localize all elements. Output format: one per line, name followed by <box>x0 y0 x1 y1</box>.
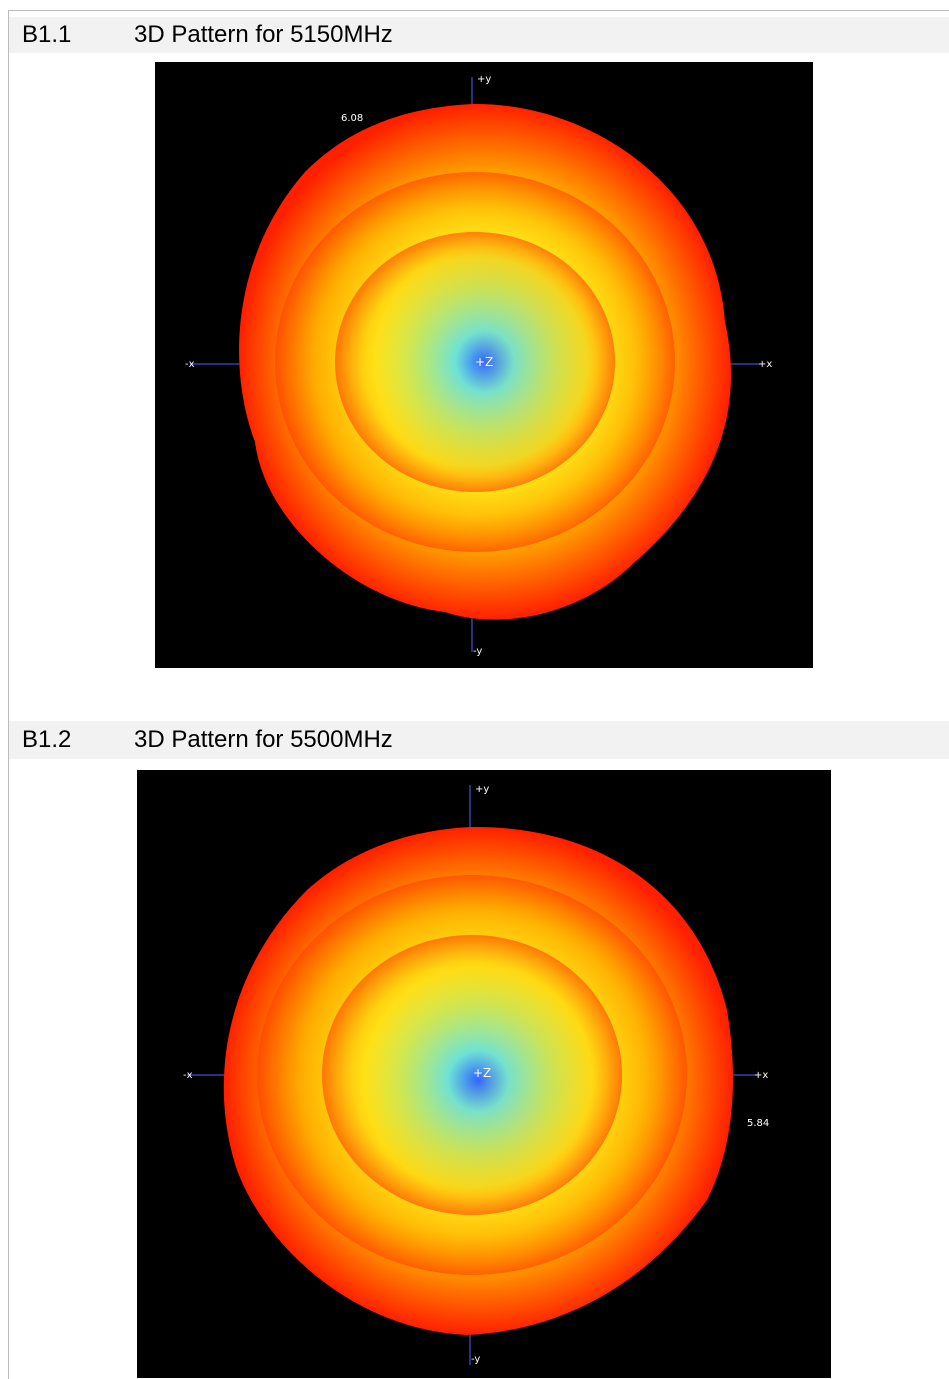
axis-label: +Z <box>475 355 493 369</box>
section-number: B1.2 <box>22 726 72 753</box>
axis-label: +y <box>477 74 491 85</box>
axis-label: +y <box>475 784 489 795</box>
peak-label: 5.84 <box>747 1118 769 1129</box>
axis-label: +Z <box>473 1066 491 1080</box>
section-header: B1.2 3D Pattern for 5500MHz <box>9 721 949 759</box>
axis-label: -x <box>185 359 195 370</box>
pattern-plot: +y -x +x -y +Z 6.08 <box>155 62 813 668</box>
frame <box>8 10 949 1379</box>
axis-label: +x <box>754 1070 768 1081</box>
peak-label: 6.08 <box>341 113 363 124</box>
pattern-plot: +y -x +x -y +Z 5.84 <box>137 770 831 1378</box>
section-number: B1.1 <box>22 21 72 48</box>
axis-label: -x <box>183 1070 193 1081</box>
section-title: 3D Pattern for 5500MHz <box>134 726 393 753</box>
section-header: B1.1 3D Pattern for 5150MHz <box>9 17 949 53</box>
section-title: 3D Pattern for 5150MHz <box>134 21 393 48</box>
axis-label: +x <box>758 359 772 370</box>
axis-label: -y <box>473 646 482 657</box>
axis-label: -y <box>471 1354 480 1365</box>
